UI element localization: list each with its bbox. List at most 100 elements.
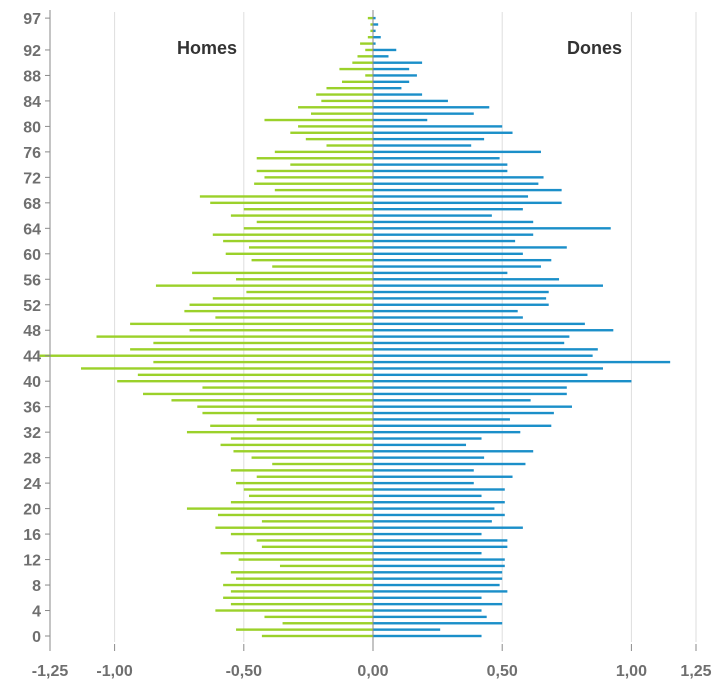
y-tick-label-0: 0 [32, 629, 41, 646]
bar-dones-age-42 [373, 367, 603, 370]
bar-dones-age-86 [373, 86, 402, 90]
bar-homes-age-63 [212, 233, 373, 236]
bar-homes-age-53 [212, 297, 373, 300]
bar-dones-age-51 [373, 309, 518, 313]
y-tick-label-76: 76 [23, 145, 41, 162]
bar-dones-age-78 [373, 137, 485, 141]
bar-homes-age-15 [256, 539, 373, 542]
bar-dones-age-1 [373, 628, 441, 631]
y-tick-label-20: 20 [23, 502, 41, 519]
y-tick-label-72: 72 [23, 170, 41, 187]
bar-homes-age-19 [217, 513, 373, 517]
bar-dones-age-31 [373, 437, 482, 440]
bar-homes-age-73 [256, 169, 373, 173]
bar-homes-age-43 [153, 360, 373, 364]
bar-dones-age-67 [373, 208, 523, 211]
y-tick-label-36: 36 [23, 400, 41, 417]
bar-dones-age-34 [373, 418, 510, 421]
bar-homes-age-28 [251, 456, 373, 459]
bar-dones-age-82 [373, 112, 474, 115]
bar-homes-age-27 [272, 462, 373, 466]
bar-homes-age-22 [248, 494, 373, 498]
y-tick-label-92: 92 [23, 43, 41, 60]
bar-homes-age-36 [197, 405, 373, 408]
bar-homes-age-96 [370, 23, 373, 26]
bar-dones-age-46 [373, 341, 565, 345]
bar-homes-age-49 [130, 322, 373, 326]
bar-dones-age-3 [373, 615, 487, 619]
bar-homes-age-85 [316, 93, 373, 96]
homes-bars [39, 16, 374, 638]
y-tick-label-32: 32 [23, 425, 41, 442]
bar-dones-age-13 [373, 551, 482, 555]
bar-dones-age-90 [373, 61, 423, 64]
bar-homes-age-29 [233, 450, 373, 453]
bar-dones-age-65 [373, 220, 534, 224]
bar-homes-age-78 [305, 137, 373, 141]
bar-homes-age-90 [352, 61, 373, 64]
bar-homes-age-4 [215, 609, 373, 612]
y-tick-label-48: 48 [23, 323, 41, 340]
bar-dones-age-85 [373, 93, 423, 96]
bar-dones-age-47 [373, 335, 570, 338]
x-tick-label-3: 0,00 [357, 663, 388, 680]
bar-homes-age-13 [220, 551, 373, 555]
series-label-dones: Dones [567, 38, 622, 58]
bar-dones-age-30 [373, 443, 467, 447]
bar-dones-age-39 [373, 386, 567, 389]
bar-homes-age-79 [290, 131, 373, 134]
bar-dones-age-35 [373, 411, 554, 415]
bar-dones-age-95 [373, 29, 376, 33]
bar-dones-age-83 [373, 106, 490, 109]
bar-homes-age-3 [264, 615, 373, 619]
bar-homes-age-87 [341, 80, 373, 84]
x-tick-label-4: 0,50 [487, 663, 518, 680]
bar-dones-age-52 [373, 303, 549, 306]
y-tick-label-64: 64 [23, 221, 41, 238]
bar-dones-age-75 [373, 157, 500, 160]
bar-dones-age-54 [373, 290, 549, 294]
bar-dones-age-18 [373, 520, 492, 523]
bar-dones-age-80 [373, 125, 503, 128]
bar-dones-age-56 [373, 278, 560, 281]
bar-dones-age-33 [373, 424, 552, 427]
bar-dones-age-81 [373, 118, 428, 122]
bar-homes-age-41 [137, 373, 373, 377]
x-tick-label-2: -0,50 [226, 663, 263, 680]
bar-dones-age-4 [373, 609, 482, 612]
bar-dones-age-89 [373, 67, 410, 71]
bar-homes-age-50 [215, 316, 373, 319]
y-tick-label-44: 44 [23, 349, 41, 366]
y-tick-label-16: 16 [23, 527, 41, 544]
bar-dones-age-37 [373, 399, 531, 402]
bar-dones-age-25 [373, 475, 513, 478]
bar-dones-age-29 [373, 450, 534, 453]
bar-homes-age-58 [272, 265, 373, 268]
bar-homes-age-34 [256, 418, 373, 421]
bar-homes-age-48 [189, 329, 373, 332]
bar-homes-age-67 [243, 208, 373, 211]
bar-dones-age-6 [373, 596, 482, 599]
bar-dones-age-88 [373, 74, 417, 77]
bar-dones-age-91 [373, 55, 389, 58]
bar-dones-age-77 [373, 144, 472, 147]
bar-dones-age-58 [373, 265, 541, 268]
bar-homes-age-46 [153, 341, 373, 345]
bar-homes-age-80 [298, 125, 373, 128]
bar-dones-age-22 [373, 494, 482, 498]
bar-dones-age-19 [373, 513, 505, 517]
bar-dones-age-23 [373, 488, 505, 491]
bar-dones-age-87 [373, 80, 410, 84]
bar-dones-age-68 [373, 201, 562, 205]
bar-homes-age-84 [321, 99, 373, 103]
bar-homes-age-2 [282, 622, 373, 625]
bar-homes-age-14 [261, 545, 373, 549]
bar-homes-age-61 [248, 246, 373, 249]
bar-homes-age-81 [264, 118, 373, 122]
bar-homes-age-47 [96, 335, 374, 338]
bar-dones-age-73 [373, 169, 508, 173]
x-tick-label-5: 1,00 [616, 663, 647, 680]
bar-homes-age-69 [199, 195, 373, 198]
bar-homes-age-44 [39, 354, 373, 357]
